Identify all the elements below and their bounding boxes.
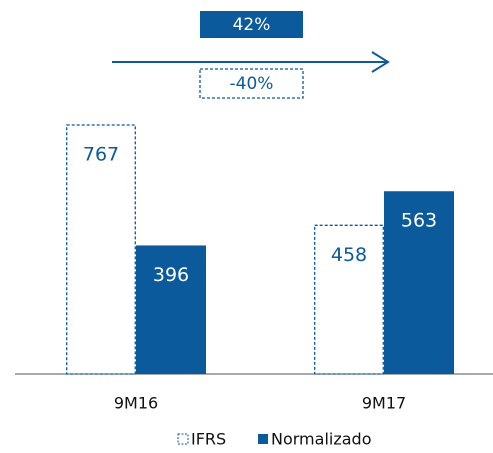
growth-box [200,11,303,38]
legend-label: Normalizado [271,430,371,449]
arrow-head [371,51,390,73]
decline-box [199,68,304,99]
value-label: 563 [401,210,437,232]
legend-label: IFRS [191,430,226,449]
annotation: -40% [230,74,274,94]
x-tick-label: 9M16 [114,394,158,413]
bar [66,124,136,375]
annotation: 42% [233,15,271,35]
legend-swatch [177,433,189,445]
x-tick-label: 9M17 [362,394,406,413]
value-label: 396 [153,264,189,286]
bar [136,245,206,374]
bar [384,191,454,374]
value-label: 767 [83,144,119,166]
bar [314,224,384,375]
legend-swatch [258,434,268,444]
value-label: 458 [331,244,367,266]
